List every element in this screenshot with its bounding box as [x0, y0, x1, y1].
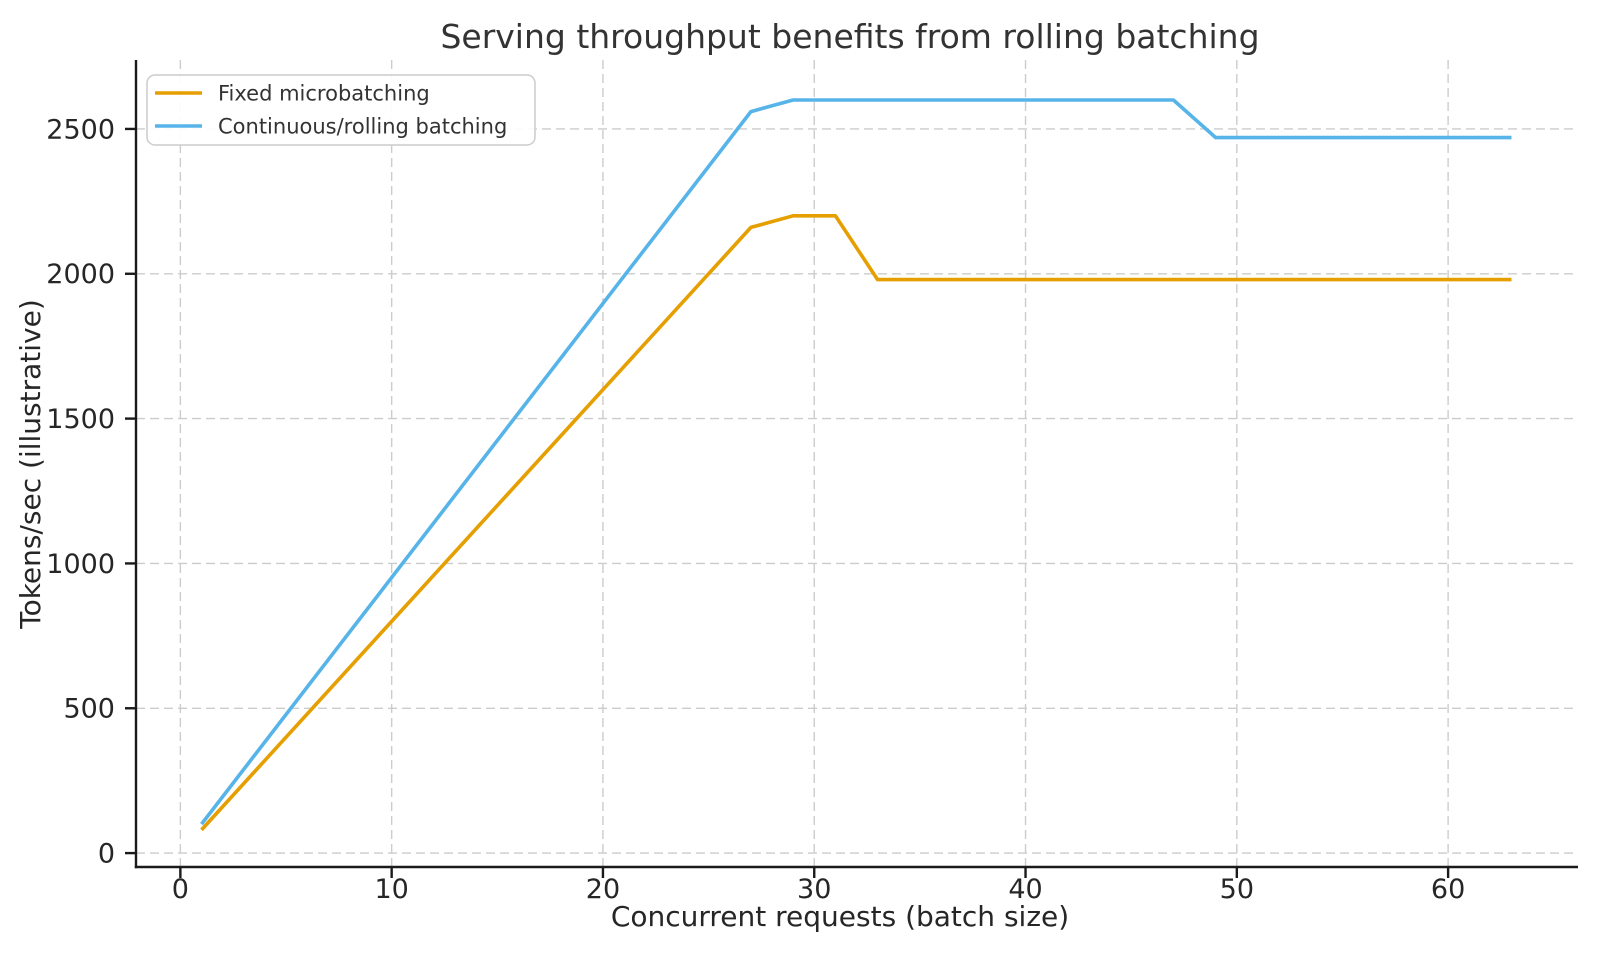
- y-tick-label: 2000: [46, 259, 115, 290]
- x-tick-label: 10: [374, 874, 408, 905]
- series-line-0: [200, 214, 1512, 832]
- x-tick-label: 20: [586, 874, 620, 905]
- series-layer: [200, 98, 1512, 832]
- x-tick-label: 60: [1431, 874, 1465, 905]
- chart-title: Serving throughput benefits from rolling…: [440, 17, 1259, 56]
- y-tick-label: 0: [98, 839, 115, 870]
- x-tick-label: 30: [797, 874, 831, 905]
- legend-label-0: Fixed microbatching: [218, 81, 430, 105]
- legend-label-1: Continuous/rolling batching: [218, 114, 507, 138]
- y-tick-label: 2500: [46, 114, 115, 145]
- x-axis-label: Concurrent requests (batch size): [611, 900, 1069, 933]
- x-tick-label: 50: [1220, 874, 1254, 905]
- y-tick-label: 1500: [46, 404, 115, 435]
- grid-layer: [136, 60, 1577, 867]
- y-tick-label: 1000: [46, 549, 115, 580]
- x-tick-label: 0: [172, 874, 189, 905]
- y-axis-label: Tokens/sec (illustrative): [14, 299, 47, 630]
- y-tick-label: 500: [63, 694, 115, 725]
- axes-spines: [134, 60, 1578, 869]
- x-tick-label: 40: [1008, 874, 1042, 905]
- legend: Fixed microbatching Continuous/rolling ba…: [146, 74, 536, 146]
- series-line-1: [200, 98, 1512, 826]
- tick-layer: 0 10 20 30 40 50 60 0 500 1000 1500 2000 2500: [46, 114, 1465, 905]
- legend-box: [146, 74, 536, 146]
